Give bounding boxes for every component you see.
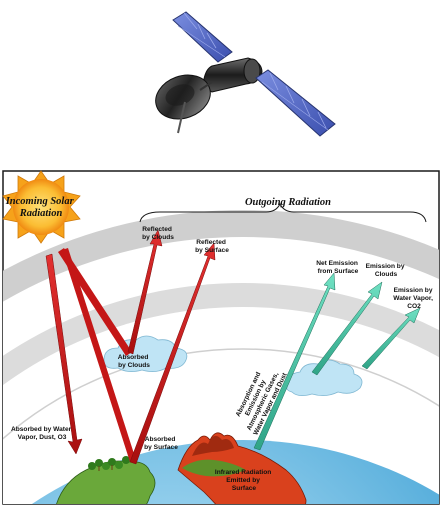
satellite-solar-panel-left <box>172 11 233 63</box>
cloud-icon <box>286 359 363 396</box>
outgoing-radiation-arrows <box>253 272 421 451</box>
trees <box>88 456 130 471</box>
arrow-reflected-clouds <box>127 229 163 355</box>
diagram-panel: Incoming Solar Radiation Outgoing Radiat… <box>2 170 440 505</box>
outgoing-bracket <box>139 202 427 223</box>
arrow-emission-clouds <box>311 281 383 376</box>
sun-icon <box>2 170 81 244</box>
arrow-reflected-surface <box>129 242 216 465</box>
arrow-emission-water-vapor <box>361 307 421 370</box>
arrow-absorbed-water-vapor <box>45 253 83 455</box>
label-absorbed-water-vapor: Absorbed by Water Vapor, Dust, O3 <box>11 426 73 441</box>
label-infrared-emitted: Infrared Radiation Emitted by Surface <box>215 469 273 492</box>
satellite-dish <box>155 74 213 134</box>
label-outgoing-radiation: Outgoing Radiation <box>245 197 331 208</box>
label-emission-water-vapor: Emission by Water Vapor, CO2 <box>393 287 435 310</box>
incoming-radiation-arrows <box>45 229 216 465</box>
label-reflected-clouds: Reflected by Clouds <box>142 226 174 241</box>
arrow-absorption-emission <box>253 272 336 451</box>
satellite-icon <box>155 11 336 137</box>
label-emission-clouds: Emission by Clouds <box>366 263 407 278</box>
label-absorbed-clouds: Absorbed by Clouds <box>118 354 151 369</box>
satellite-solar-panel-right <box>255 69 336 137</box>
label-incoming-solar: Incoming Solar Radiation <box>5 196 77 219</box>
label-absorbed-surface: Absorbed by Surface <box>144 436 178 451</box>
label-reflected-surface: Reflected by Surface <box>195 239 229 254</box>
arrow-to-surface <box>62 248 136 462</box>
label-net-emission: Net Emission from Surface <box>316 260 360 275</box>
